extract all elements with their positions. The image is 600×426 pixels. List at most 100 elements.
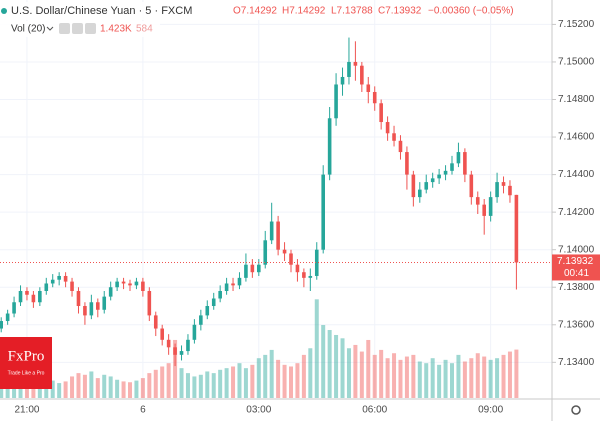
candle-body <box>392 133 396 141</box>
volume-bar <box>0 383 4 398</box>
y-tick-label: 7.14400 <box>558 169 595 180</box>
volume-bar <box>89 371 94 398</box>
candle-body <box>63 275 68 282</box>
volume-bar <box>289 366 293 398</box>
candle-body <box>108 287 113 297</box>
candle-body <box>366 84 371 92</box>
y-tick-label: 7.13400 <box>558 357 595 368</box>
candle-body <box>128 283 132 286</box>
volume-bar <box>417 361 422 398</box>
candle-body <box>353 61 358 66</box>
vol-legend-title[interactable]: Vol (20) <box>11 24 45 35</box>
volume-bar <box>327 330 332 398</box>
candle-body <box>379 103 383 123</box>
x-tick-label: 03:00 <box>246 405 271 416</box>
ohlc-open: O7.14292 <box>233 6 277 17</box>
candle-body <box>18 290 23 303</box>
volume-bar <box>314 299 319 398</box>
volume-bar <box>18 381 23 398</box>
candle-body <box>102 296 107 310</box>
y-tick-label: 7.13800 <box>558 282 595 293</box>
volume-bar <box>372 354 377 398</box>
candle-body <box>57 275 61 280</box>
volume-bar <box>450 363 454 398</box>
candle-body <box>430 178 435 183</box>
vol-value: 584 <box>136 24 153 35</box>
x-tick-label: 6 <box>140 405 146 416</box>
vol-dropdown-icon[interactable] <box>46 26 54 31</box>
volume-bar <box>256 358 261 398</box>
candle-body <box>263 240 268 265</box>
candle-body <box>327 118 332 175</box>
volume-bar <box>469 358 474 398</box>
volume-bar <box>276 359 281 398</box>
volume-bar <box>115 379 120 398</box>
vol-settings-icon[interactable] <box>72 23 83 34</box>
candle-body <box>501 182 506 186</box>
symbol-title[interactable]: U.S. Dollar/Chinese Yuan · 5 · FXCM <box>11 5 192 17</box>
candle-body <box>302 272 306 278</box>
vol-eye-icon[interactable] <box>59 23 70 34</box>
candle-body <box>244 264 248 278</box>
volume-bar <box>501 354 506 398</box>
volume-bar <box>179 368 184 398</box>
volume-bar <box>192 376 197 398</box>
candle-body <box>50 279 55 284</box>
candle-body <box>514 194 519 263</box>
candle-body <box>199 315 203 325</box>
candle-body <box>141 281 145 291</box>
volume-bar <box>430 358 435 398</box>
candle-body <box>231 283 235 286</box>
candle-body <box>508 185 512 196</box>
candle-body <box>38 290 42 303</box>
vol-close-icon[interactable] <box>85 23 96 34</box>
candle-body <box>257 264 261 273</box>
volume-bar <box>82 374 87 398</box>
candle-body <box>463 152 467 175</box>
candle-body <box>218 290 222 299</box>
volume-bar <box>31 382 36 398</box>
candle-body <box>437 174 441 179</box>
volume-bar <box>108 376 113 398</box>
y-tick-label: 7.14000 <box>558 244 595 255</box>
candle-body <box>424 182 429 190</box>
ohlc-close: C7.13932 <box>378 6 422 17</box>
volume-bar <box>185 373 190 398</box>
candle-body <box>308 275 313 278</box>
candle-body <box>411 174 416 198</box>
volume-bar <box>128 382 132 398</box>
y-tick-label: 7.14200 <box>558 207 595 218</box>
candle-body <box>289 253 293 265</box>
candle-body <box>295 264 300 273</box>
candle-body <box>44 283 49 291</box>
candle-body <box>250 264 255 273</box>
volume-bar <box>198 374 203 398</box>
volume-bar <box>475 353 480 398</box>
volume-bar <box>462 361 467 398</box>
volume-bar <box>346 348 351 398</box>
y-tick-label: 7.14800 <box>558 94 595 105</box>
candle-body <box>314 249 319 276</box>
candle-body <box>347 61 351 77</box>
candle-body <box>495 182 499 198</box>
volume-bar <box>166 363 171 398</box>
volume-bar <box>334 334 339 398</box>
candle-body <box>192 324 197 340</box>
axis-layer: 7.13400 7.13600 7.13800 7.14000 7.14200 7.144… <box>14 19 600 416</box>
volume-bar <box>231 366 236 398</box>
candle-body <box>276 221 280 250</box>
volume-bar <box>250 364 255 398</box>
candle-body <box>31 294 36 303</box>
volume-bar <box>404 356 409 398</box>
volume-bar <box>224 368 229 398</box>
candle-body <box>488 197 493 216</box>
volume-bar <box>359 351 364 398</box>
candle-body <box>89 302 94 316</box>
volume-bar <box>63 381 68 398</box>
settings-icon[interactable] <box>571 405 581 415</box>
candle-layer <box>0 37 552 367</box>
candle-body <box>211 298 216 307</box>
volume-bar <box>218 369 223 398</box>
